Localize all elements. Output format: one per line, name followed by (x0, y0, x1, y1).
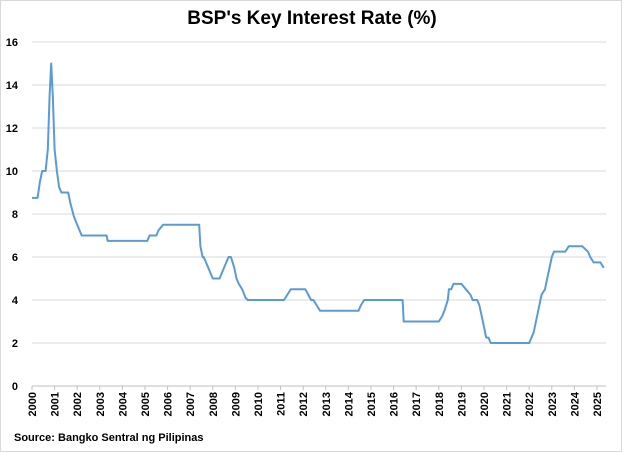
x-tick-label: 2014 (343, 391, 355, 416)
x-tick-label: 2023 (547, 392, 559, 416)
x-tick-label: 2004 (117, 391, 129, 416)
x-tick-label: 2016 (389, 392, 401, 416)
x-tick-label: 2015 (366, 392, 378, 416)
x-tick-label: 2000 (27, 392, 39, 416)
x-tick-label: 2009 (230, 392, 242, 416)
x-tick-label: 2010 (253, 392, 265, 416)
y-tick-label: 14 (6, 80, 19, 92)
x-tick-label: 2012 (298, 392, 310, 416)
y-tick-label: 0 (12, 381, 18, 393)
x-tick-label: 2001 (50, 392, 62, 416)
y-tick-label: 16 (6, 37, 18, 49)
x-tick-label: 2003 (95, 392, 107, 416)
x-tick-label: 2024 (569, 391, 581, 416)
x-tick-label: 2006 (163, 392, 175, 416)
chart-title: BSP's Key Interest Rate (%) (187, 8, 437, 29)
y-tick-label: 12 (6, 123, 18, 135)
x-tick-label: 2020 (479, 392, 491, 416)
x-tick-label: 2008 (208, 392, 220, 416)
y-tick-label: 6 (12, 252, 18, 264)
x-tick-label: 2011 (276, 392, 288, 416)
x-tick-label: 2013 (321, 392, 333, 416)
x-tick-label: 2007 (185, 392, 197, 416)
series-line-interest-rate (32, 62, 605, 344)
x-tick-label: 2022 (524, 392, 536, 416)
x-tick-label: 2018 (434, 392, 446, 416)
y-tick-label: 2 (12, 338, 18, 350)
y-tick-label: 4 (12, 295, 19, 307)
x-tick-label: 2021 (502, 392, 514, 416)
x-tick-label: 2017 (411, 392, 423, 416)
y-tick-label: 8 (12, 209, 18, 221)
x-tick-label: 2002 (72, 392, 84, 416)
x-tick-label: 2005 (140, 392, 152, 416)
y-tick-label: 10 (6, 166, 18, 178)
x-tick-label: 2019 (456, 392, 468, 416)
source-note: Source: Bangko Sentral ng Pilipinas (14, 432, 204, 444)
x-tick-label: 2025 (592, 392, 604, 416)
